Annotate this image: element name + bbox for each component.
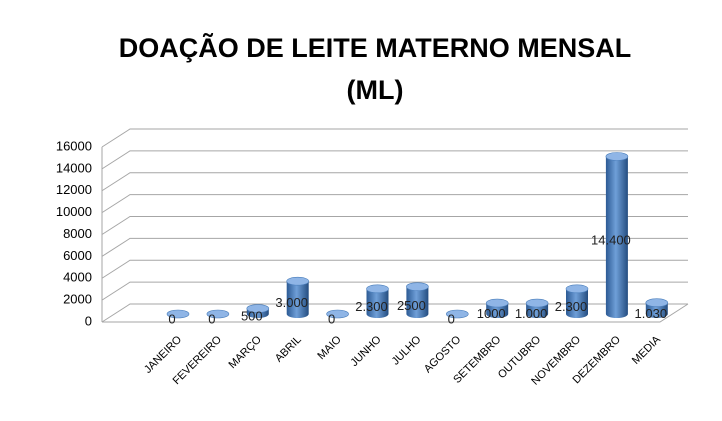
- value-label: 3.000: [275, 295, 308, 310]
- bar: [525, 298, 549, 318]
- x-tick-label: AGOSTO: [422, 333, 464, 375]
- value-label: 500: [241, 309, 263, 324]
- grid-line: [101, 281, 688, 301]
- bar-body: [566, 288, 588, 318]
- bar: [166, 309, 190, 319]
- y-tick-label: 14000: [56, 160, 92, 175]
- bar: [605, 152, 629, 318]
- y-tick-label: 12000: [56, 182, 92, 197]
- value-label: 2.300: [355, 299, 388, 314]
- chart-title: DOAÇÃO DE LEITE MATERNO MENSAL: [119, 32, 632, 63]
- bar-body: [605, 156, 628, 318]
- value-label: 14.400: [591, 233, 631, 248]
- y-tick-label: 10000: [56, 204, 92, 219]
- bar-body: [406, 286, 429, 318]
- grid-line: [101, 172, 688, 192]
- value-label: 2500: [397, 298, 426, 313]
- x-tick-label: MARÇO: [227, 333, 265, 371]
- grid-line: [101, 128, 688, 148]
- grid-line: [101, 216, 688, 235]
- value-label: 2.300: [555, 299, 588, 314]
- floor: [102, 303, 689, 323]
- grid-line: [101, 237, 688, 257]
- grid-line: [101, 150, 688, 170]
- bar-top: [645, 298, 669, 308]
- bar-top: [286, 276, 310, 286]
- bar: [445, 309, 469, 319]
- bar-top: [326, 309, 349, 319]
- x-tick-label: ABRIL: [273, 334, 304, 365]
- bar: [206, 309, 230, 319]
- bar: [286, 276, 310, 318]
- x-tick-label: JULHO: [390, 333, 424, 367]
- value-label: 0: [208, 311, 215, 326]
- bar-body: [286, 281, 309, 318]
- bar-body: [645, 302, 668, 318]
- bar-top: [166, 309, 190, 319]
- value-label: 1.030: [635, 306, 668, 321]
- x-tick-label: JANEIRO: [142, 333, 185, 376]
- x-tick-label: MAIO: [315, 333, 344, 362]
- value-label: 1.000: [515, 306, 548, 321]
- bar: [246, 304, 270, 318]
- y-tick-label: 16000: [56, 138, 92, 153]
- value-label: 1000: [477, 306, 506, 321]
- bar-top: [485, 298, 509, 308]
- bar-top: [406, 282, 429, 291]
- value-label: 0: [168, 311, 175, 326]
- bar-body: [366, 288, 389, 318]
- grid-line: [101, 194, 688, 214]
- y-tick-label: 4000: [63, 270, 92, 285]
- grid-line: [101, 259, 688, 279]
- bar-top: [605, 152, 629, 161]
- y-tick-label: 6000: [63, 248, 92, 263]
- y-tick-label: 2000: [63, 292, 92, 307]
- bar-top: [525, 298, 549, 308]
- bar-top: [565, 284, 589, 294]
- grid-line: [101, 303, 688, 323]
- bar-top: [366, 284, 389, 294]
- y-tick-label: 0: [85, 313, 92, 328]
- bar: [366, 284, 389, 318]
- bar: [406, 282, 429, 318]
- bar: [485, 298, 509, 318]
- bar: [565, 284, 589, 318]
- bar: [326, 309, 349, 319]
- bar-top: [246, 304, 270, 313]
- x-tick-label: JUNHO: [348, 333, 384, 369]
- y-tick-label: 8000: [63, 226, 92, 241]
- x-tick-label: MEDIA: [630, 333, 664, 367]
- value-label: 0: [328, 311, 335, 326]
- value-label: 0: [448, 311, 455, 326]
- chart-title: (ML): [347, 75, 404, 105]
- bar: [645, 298, 669, 318]
- bar-top: [445, 309, 469, 319]
- bar-top: [206, 309, 230, 319]
